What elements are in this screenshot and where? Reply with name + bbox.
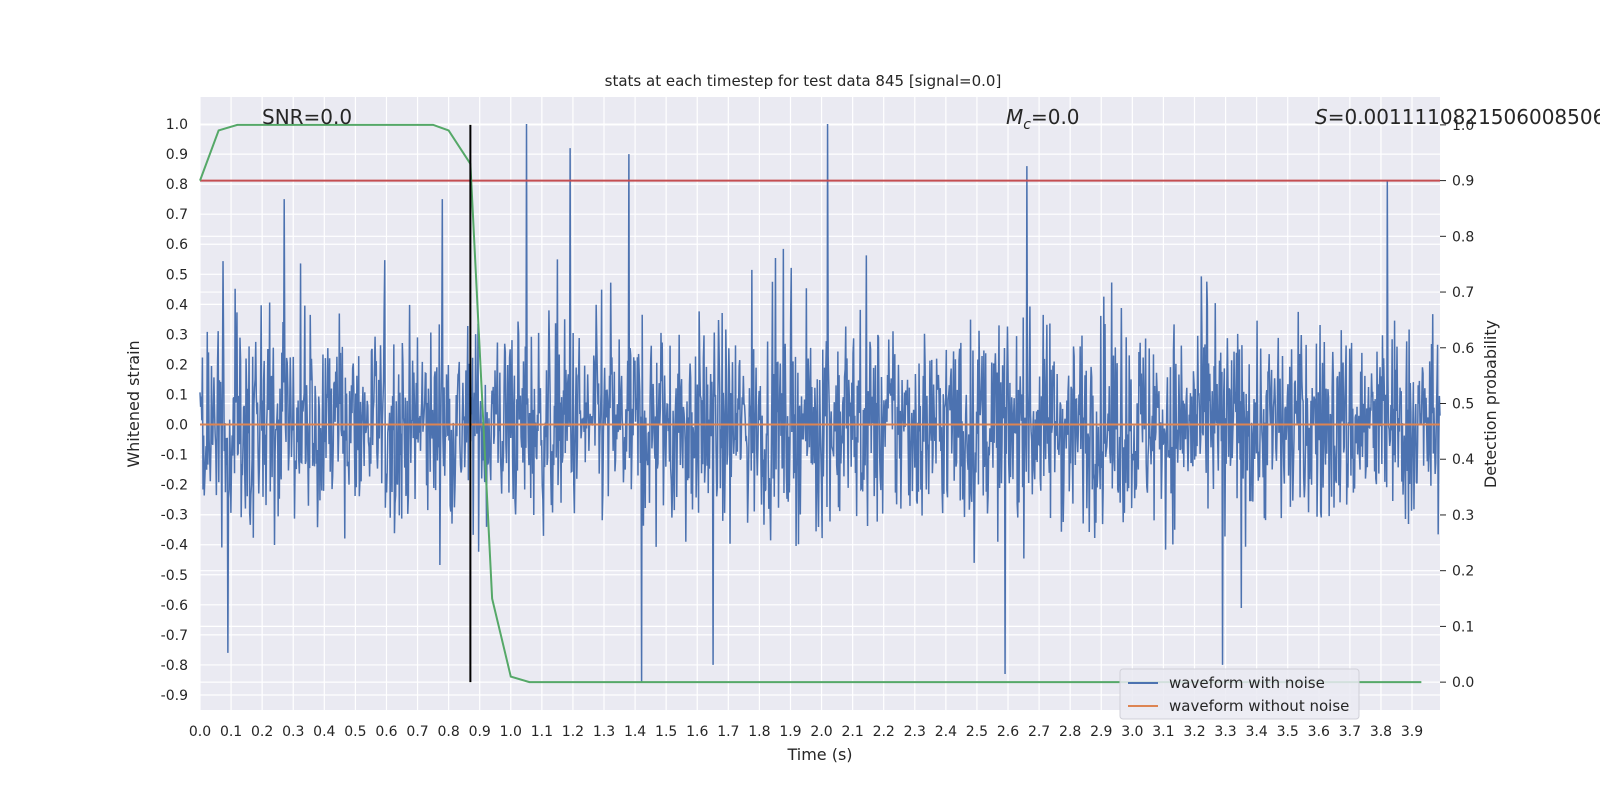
x-tick-label: 1.4 [624, 724, 646, 740]
x-tick-label: 3.8 [1370, 724, 1392, 740]
y-tick-label: 1.0 [166, 117, 188, 133]
legend-label-clean: waveform without noise [1169, 697, 1349, 715]
y2-tick-label: 0.8 [1452, 229, 1474, 245]
noisy-waveform-path [199, 124, 1441, 683]
y-tick-label: -0.5 [161, 568, 188, 584]
series-waveform-with-noise [199, 124, 1441, 683]
x-tick-label: 3.5 [1277, 724, 1299, 740]
x-tick-label: 0.3 [282, 724, 304, 740]
x-tick-label: 3.1 [1152, 724, 1174, 740]
overlay-lines [199, 123, 1440, 684]
y2-tick-label: 0.5 [1452, 397, 1474, 413]
x-tick-label: 1.1 [531, 724, 553, 740]
y-tick-label: 0.8 [166, 177, 188, 193]
x-tick-label: 2.6 [997, 724, 1019, 740]
x-tick-label: 0.4 [313, 724, 335, 740]
y2-tick-label: 0.6 [1452, 341, 1474, 357]
y2-tick-label: 0.2 [1452, 564, 1474, 580]
y2-tick-label: 0.7 [1452, 285, 1474, 301]
x-tick-label: 1.3 [593, 724, 615, 740]
annotation-mc: Mc=0.0 [1006, 105, 1080, 133]
y-tick-label: 0.0 [166, 418, 188, 434]
x-tick-label: 2.4 [935, 724, 957, 740]
x-tick-label: 0.9 [469, 724, 491, 740]
y-tick-label: 0.3 [166, 327, 188, 343]
x-axis-label: Time (s) [786, 745, 852, 764]
x-tick-label: 1.8 [748, 724, 770, 740]
y-tick-label: -0.9 [161, 688, 188, 704]
y-tick-label: -0.1 [161, 448, 188, 464]
legend-label-noise: waveform with noise [1169, 674, 1325, 692]
y-tick-label: 0.2 [166, 357, 188, 373]
x-tick-label: 0.0 [189, 724, 211, 740]
y2-axis-ticks: 1.0 0.9 0.8 0.7 0.6 0.5 0.4 0.3 0.2 0.1 0.0 [1440, 118, 1474, 691]
x-tick-label: 1.5 [655, 724, 677, 740]
x-tick-label: 1.6 [686, 724, 708, 740]
chart-title: stats at each timestep for test data 845… [605, 72, 1002, 90]
y-tick-label: 0.5 [166, 267, 188, 283]
y-tick-label: 0.4 [166, 297, 188, 313]
y-tick-label: 0.6 [166, 237, 188, 253]
legend: waveform with noise waveform without noi… [1119, 668, 1360, 720]
annotation-snr: SNR=0.0 [262, 105, 352, 129]
x-tick-label: 0.1 [220, 724, 242, 740]
y-tick-label: -0.4 [161, 538, 188, 554]
y-tick-label: -0.6 [161, 598, 188, 614]
y-tick-label: -0.2 [161, 478, 188, 494]
annotation-s-value: =0.0011110821506008506 [1328, 105, 1600, 129]
x-tick-label: 2.3 [904, 724, 926, 740]
y2-axis-label: Detection probability [1481, 320, 1500, 488]
x-tick-label: 3.2 [1183, 724, 1205, 740]
x-tick-label: 3.3 [1214, 724, 1236, 740]
annotation-mc-symbol: M [1006, 105, 1023, 129]
y-axis-ticks: 1.0 0.9 0.8 0.7 0.6 0.5 0.4 0.3 0.2 0.1 0.0 -0.1 -0.… [161, 117, 188, 704]
x-tick-label: 1.0 [500, 724, 522, 740]
x-tick-label: 2.1 [841, 724, 863, 740]
x-tick-label: 2.8 [1059, 724, 1081, 740]
x-tick-label: 2.0 [810, 724, 832, 740]
annotation-mc-value: =0.0 [1031, 105, 1080, 129]
y-tick-label: -0.8 [161, 658, 188, 674]
x-tick-label: 0.5 [344, 724, 366, 740]
x-tick-label: 0.7 [406, 724, 428, 740]
x-tick-label: 1.9 [779, 724, 801, 740]
x-tick-label: 3.0 [1121, 724, 1143, 740]
x-tick-label: 1.2 [562, 724, 584, 740]
x-tick-label: 2.7 [1028, 724, 1050, 740]
x-tick-label: 0.6 [375, 724, 397, 740]
x-tick-label: 2.5 [966, 724, 988, 740]
y-tick-label: 0.9 [166, 147, 188, 163]
x-axis-ticks: 0.0 0.1 0.2 0.3 0.4 0.5 0.6 0.7 0.8 0.9 1.0 1.1 1.2 1… [189, 724, 1423, 740]
y2-tick-label: 0.3 [1452, 508, 1474, 524]
legend-box [1119, 668, 1360, 720]
detection-probability-line [199, 123, 1422, 684]
x-tick-label: 3.9 [1401, 724, 1423, 740]
y-tick-label: -0.3 [161, 508, 188, 524]
y-tick-label: -0.7 [161, 628, 188, 644]
y2-tick-label: 0.4 [1452, 452, 1474, 468]
y2-tick-label: 1.0 [1452, 118, 1474, 134]
y-tick-label: 0.7 [166, 207, 188, 223]
x-tick-label: 2.9 [1090, 724, 1112, 740]
annotation-s: S=0.0011110821506008506 [1315, 105, 1600, 129]
x-tick-label: 3.6 [1308, 724, 1330, 740]
x-tick-label: 3.4 [1246, 724, 1268, 740]
y-axis-label: Whitened strain [124, 340, 143, 467]
annotation-s-symbol: S [1315, 105, 1328, 129]
x-tick-label: 0.2 [251, 724, 273, 740]
annotation-mc-sub: c [1023, 117, 1031, 133]
y2-tick-label: 0.1 [1452, 619, 1474, 635]
y-tick-label: 0.1 [166, 387, 188, 403]
x-tick-label: 3.7 [1339, 724, 1361, 740]
y2-tick-label: 0.9 [1452, 174, 1474, 190]
x-tick-label: 2.2 [873, 724, 895, 740]
x-tick-label: 1.7 [717, 724, 739, 740]
y2-tick-label: 0.0 [1452, 675, 1474, 691]
x-tick-label: 0.8 [437, 724, 459, 740]
